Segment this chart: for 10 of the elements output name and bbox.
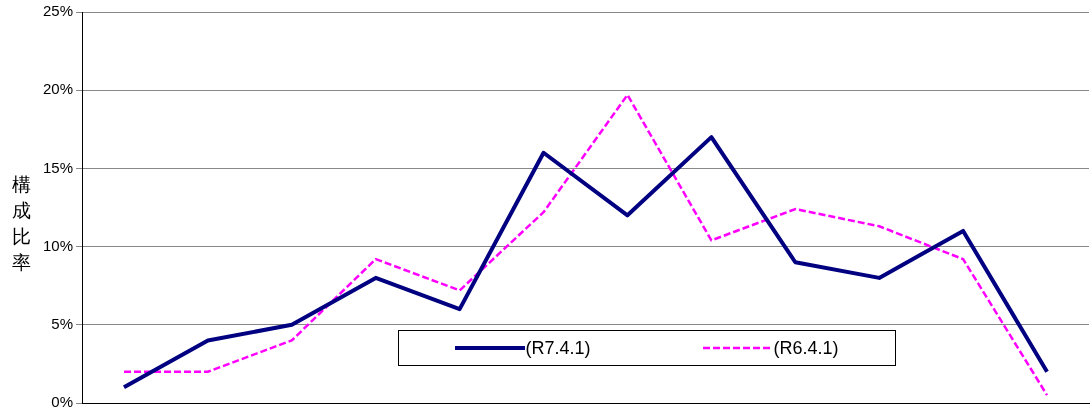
y-tick-label: 5%	[51, 314, 74, 332]
legend-label: (R7.4.1)	[525, 337, 591, 359]
y-tick-label: 10%	[42, 236, 74, 254]
y-tick-label: 20%	[42, 80, 74, 98]
line-series	[122, 93, 1049, 397]
y-tick-label: 25%	[42, 2, 74, 20]
y-tick-label: 15%	[42, 158, 74, 176]
y-axis-title: 構成比率	[12, 173, 31, 275]
legend-label: (R6.4.1)	[773, 337, 839, 359]
y-tick-label: 0%	[51, 393, 74, 411]
